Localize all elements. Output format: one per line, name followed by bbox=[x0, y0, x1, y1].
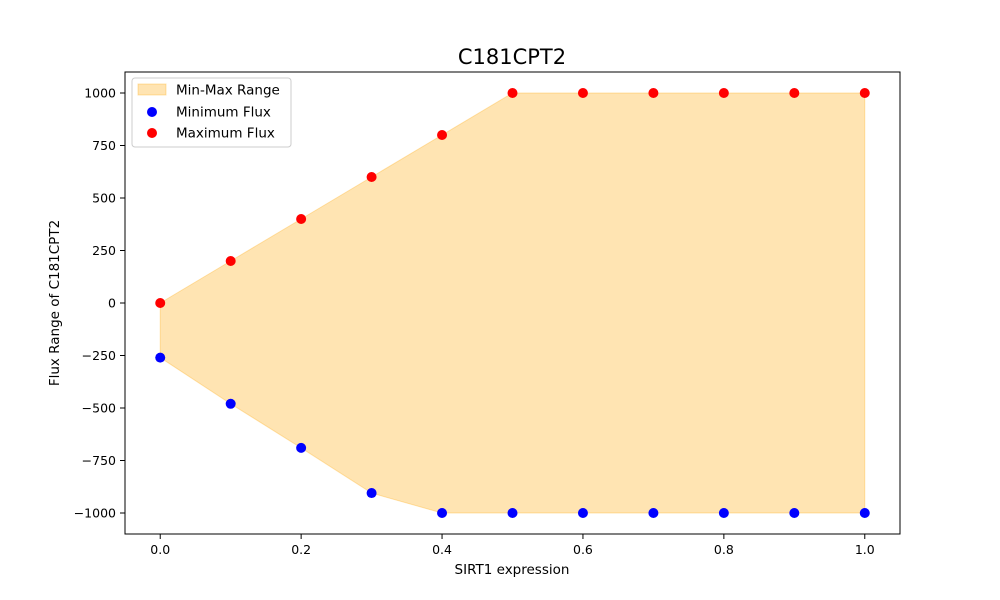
maximum-flux-point bbox=[789, 88, 800, 98]
legend: Min-Max Range Minimum Flux Maximum Flux bbox=[131, 77, 292, 148]
y-tick-label: −750 bbox=[82, 453, 116, 468]
y-tick-label: 1000 bbox=[84, 86, 116, 101]
y-tick-label: −500 bbox=[82, 401, 116, 416]
minimum-flux-point bbox=[648, 508, 659, 518]
x-tick-label: 1.0 bbox=[855, 542, 875, 557]
minimum-flux-point bbox=[155, 352, 166, 363]
maximum-flux-series bbox=[155, 88, 870, 308]
legend-swatch-min-max-range bbox=[137, 83, 167, 96]
x-axis: 0.0 0.2 0.4 0.6 0.8 1.0 bbox=[150, 534, 875, 557]
minimum-flux-point bbox=[718, 508, 729, 518]
minimum-flux-point bbox=[789, 508, 800, 518]
maximum-flux-point bbox=[155, 298, 166, 308]
legend-box bbox=[131, 77, 292, 148]
maximum-flux-point bbox=[296, 214, 307, 224]
min-max-range-area bbox=[159, 92, 866, 514]
y-tick-label: 250 bbox=[92, 243, 116, 258]
maximum-flux-point bbox=[366, 172, 377, 182]
y-axis: 1000 750 500 250 0 −250 −500 −750 −1000 bbox=[74, 86, 125, 521]
legend-label-maximum-flux: Maximum Flux bbox=[176, 126, 275, 142]
maximum-flux-point bbox=[859, 88, 870, 98]
minimum-flux-point bbox=[577, 508, 588, 518]
minimum-flux-point bbox=[507, 508, 518, 518]
x-tick-label: 0.8 bbox=[714, 542, 734, 557]
minimum-flux-point bbox=[437, 508, 448, 518]
minimum-flux-point bbox=[859, 508, 870, 518]
legend-label-minimum-flux: Minimum Flux bbox=[176, 105, 271, 121]
y-axis-label: Flux Range of C181CPT2 bbox=[47, 220, 63, 386]
x-axis-label: SIRT1 expression bbox=[455, 562, 570, 578]
legend-marker-maximum-flux bbox=[147, 128, 157, 138]
maximum-flux-point bbox=[507, 88, 518, 98]
x-tick-label: 0.4 bbox=[432, 542, 452, 557]
minimum-flux-point bbox=[296, 442, 307, 453]
x-tick-label: 0.2 bbox=[291, 542, 311, 557]
minimum-flux-point bbox=[225, 398, 236, 409]
y-tick-label: 0 bbox=[108, 296, 116, 311]
minimum-flux-point bbox=[366, 488, 377, 499]
maximum-flux-point bbox=[437, 130, 448, 140]
x-tick-label: 0.0 bbox=[150, 542, 170, 557]
chart-title: C181CPT2 bbox=[458, 45, 566, 69]
legend-label-min-max-range: Min-Max Range bbox=[176, 83, 280, 99]
y-tick-label: −1000 bbox=[74, 506, 116, 521]
legend-marker-minimum-flux bbox=[147, 107, 157, 117]
plot-area bbox=[155, 88, 870, 518]
maximum-flux-point bbox=[577, 88, 588, 98]
x-tick-label: 0.6 bbox=[573, 542, 593, 557]
maximum-flux-point bbox=[718, 88, 729, 98]
y-tick-label: −250 bbox=[82, 348, 116, 363]
maximum-flux-point bbox=[648, 88, 659, 98]
minimum-flux-series bbox=[155, 352, 870, 518]
y-tick-label: 500 bbox=[92, 191, 116, 206]
maximum-flux-point bbox=[225, 256, 236, 266]
y-tick-label: 750 bbox=[92, 138, 116, 153]
